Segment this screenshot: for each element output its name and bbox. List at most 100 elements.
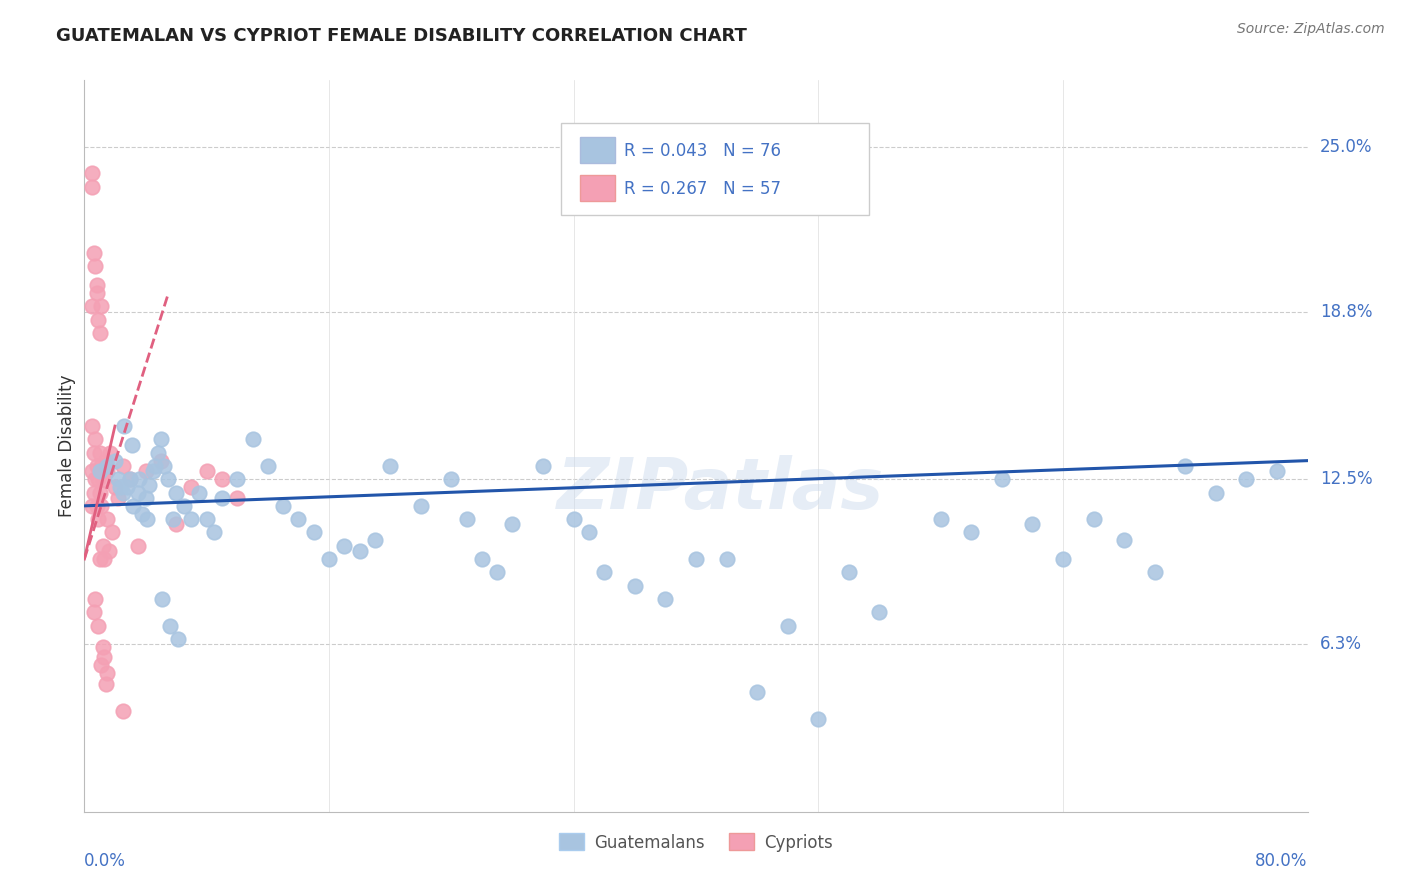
Point: [104, 480, 127, 494]
Point: [776, 618, 799, 632]
Legend: Guatemalans, Cypriots: Guatemalans, Cypriots: [553, 827, 839, 858]
Point: [83, 605, 105, 619]
Point: [120, 472, 142, 486]
Point: [287, 512, 309, 526]
Point: [101, 525, 124, 540]
Point: [91, 539, 114, 553]
Point: [87, 512, 110, 526]
Point: [380, 458, 402, 473]
Point: [104, 453, 127, 467]
Point: [80, 179, 103, 194]
Text: ZIPatlas: ZIPatlas: [557, 456, 884, 524]
Point: [115, 480, 138, 494]
Point: [94, 453, 117, 467]
Text: 18.8%: 18.8%: [1320, 302, 1372, 321]
Point: [107, 472, 129, 486]
Point: [1052, 552, 1074, 566]
Point: [120, 472, 142, 486]
Point: [165, 517, 187, 532]
Point: [869, 605, 891, 619]
Point: [112, 419, 135, 434]
Point: [142, 464, 165, 478]
Point: [1236, 472, 1258, 486]
Point: [84, 260, 107, 274]
Point: [90, 299, 112, 313]
Point: [90, 658, 112, 673]
Point: [302, 525, 325, 540]
Point: [226, 491, 249, 505]
Point: [562, 512, 585, 526]
Y-axis label: Female Disability: Female Disability: [58, 375, 76, 517]
Point: [89, 445, 111, 459]
Point: [96, 666, 118, 681]
Point: [96, 464, 118, 478]
Point: [143, 458, 166, 473]
Point: [1174, 458, 1197, 473]
Point: [502, 517, 524, 532]
Point: [716, 552, 738, 566]
Point: [1265, 464, 1288, 478]
Point: [226, 472, 249, 486]
Point: [135, 491, 157, 505]
Point: [83, 445, 105, 459]
Text: 80.0%: 80.0%: [1256, 852, 1308, 870]
Point: [257, 458, 280, 473]
Point: [173, 499, 195, 513]
Point: [149, 453, 172, 467]
Point: [83, 246, 105, 260]
Point: [107, 491, 129, 505]
Point: [98, 445, 121, 459]
Point: [624, 579, 647, 593]
Point: [531, 458, 554, 473]
Point: [180, 512, 202, 526]
Point: [166, 632, 188, 646]
Point: [135, 464, 157, 478]
Point: [242, 433, 264, 447]
Point: [456, 512, 478, 526]
Point: [157, 472, 180, 486]
Point: [89, 464, 111, 478]
Text: 12.5%: 12.5%: [1320, 470, 1372, 488]
Point: [80, 166, 103, 180]
Point: [202, 525, 225, 540]
Point: [747, 685, 769, 699]
Point: [111, 485, 134, 500]
Point: [180, 480, 202, 494]
Point: [87, 618, 110, 632]
Point: [86, 499, 108, 513]
Point: [96, 512, 118, 526]
Text: R = 0.043   N = 76: R = 0.043 N = 76: [624, 143, 782, 161]
Point: [333, 539, 356, 553]
Point: [80, 464, 103, 478]
Point: [271, 499, 294, 513]
Point: [80, 499, 103, 513]
Point: [136, 512, 159, 526]
Text: 25.0%: 25.0%: [1320, 137, 1372, 156]
Point: [131, 507, 153, 521]
Point: [211, 491, 233, 505]
Point: [89, 552, 111, 566]
Text: R = 0.267   N = 57: R = 0.267 N = 57: [624, 180, 782, 198]
Point: [364, 533, 387, 548]
Point: [654, 591, 676, 606]
Point: [108, 480, 131, 494]
Point: [127, 539, 149, 553]
Point: [86, 278, 108, 293]
Point: [84, 472, 107, 486]
Point: [86, 458, 108, 473]
Point: [90, 458, 112, 473]
Text: 0.0%: 0.0%: [84, 852, 127, 870]
Point: [97, 544, 120, 558]
Point: [991, 472, 1014, 486]
Point: [165, 485, 187, 500]
Point: [122, 499, 145, 513]
Point: [89, 326, 111, 340]
Point: [87, 472, 110, 486]
Point: [838, 566, 860, 580]
Point: [211, 472, 233, 486]
Point: [93, 464, 115, 478]
Point: [91, 472, 114, 486]
Point: [80, 299, 103, 313]
Point: [471, 552, 494, 566]
Point: [440, 472, 463, 486]
